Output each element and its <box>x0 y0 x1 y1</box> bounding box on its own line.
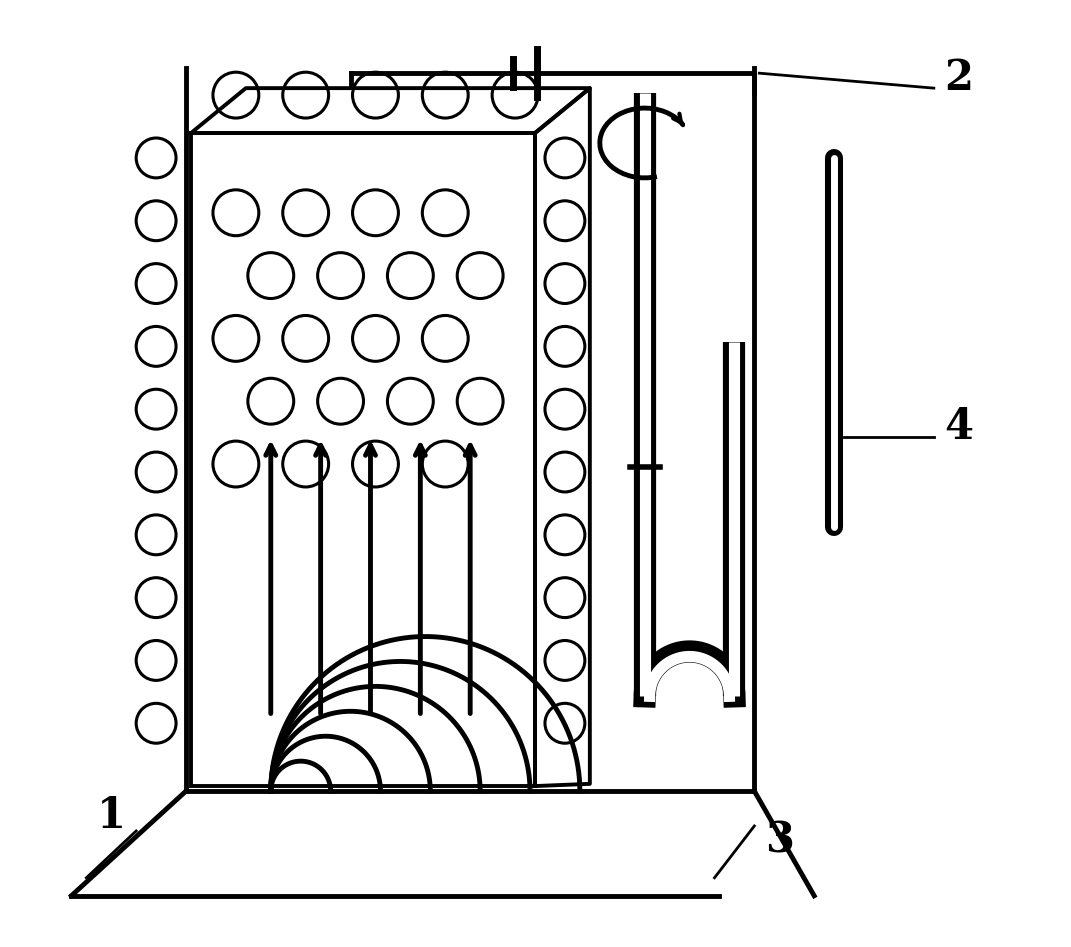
Circle shape <box>247 253 293 298</box>
Circle shape <box>545 138 585 178</box>
Text: 3: 3 <box>765 820 794 862</box>
Circle shape <box>283 189 329 236</box>
Bar <box>191 133 536 786</box>
Circle shape <box>136 327 176 366</box>
Circle shape <box>136 201 176 241</box>
Circle shape <box>388 253 434 298</box>
Text: 1: 1 <box>96 795 125 837</box>
Circle shape <box>283 441 329 487</box>
Circle shape <box>422 315 468 362</box>
Circle shape <box>136 263 176 303</box>
Circle shape <box>545 704 585 743</box>
Circle shape <box>422 441 468 487</box>
Circle shape <box>213 72 259 118</box>
Circle shape <box>136 138 176 178</box>
Circle shape <box>318 253 363 298</box>
Circle shape <box>136 704 176 743</box>
Circle shape <box>352 315 398 362</box>
Circle shape <box>545 452 585 491</box>
Circle shape <box>457 378 503 424</box>
Circle shape <box>545 263 585 303</box>
Circle shape <box>318 378 363 424</box>
Circle shape <box>422 189 468 236</box>
Circle shape <box>388 378 434 424</box>
Text: 2: 2 <box>945 57 974 99</box>
Circle shape <box>422 72 468 118</box>
Circle shape <box>136 452 176 491</box>
Circle shape <box>493 72 538 118</box>
Circle shape <box>136 515 176 555</box>
Circle shape <box>213 189 259 236</box>
Circle shape <box>425 724 465 764</box>
Circle shape <box>213 315 259 362</box>
Circle shape <box>457 253 503 298</box>
Circle shape <box>216 724 256 764</box>
Circle shape <box>352 189 398 236</box>
Circle shape <box>136 640 176 680</box>
Text: 4: 4 <box>945 406 974 448</box>
Circle shape <box>136 578 176 617</box>
Circle shape <box>136 389 176 429</box>
Circle shape <box>545 515 585 555</box>
Circle shape <box>213 441 259 487</box>
Circle shape <box>283 72 329 118</box>
Circle shape <box>352 441 398 487</box>
Circle shape <box>247 378 293 424</box>
Circle shape <box>356 724 395 764</box>
Circle shape <box>352 72 398 118</box>
Circle shape <box>545 640 585 680</box>
Circle shape <box>283 315 329 362</box>
Circle shape <box>545 578 585 617</box>
Circle shape <box>545 389 585 429</box>
Circle shape <box>286 724 326 764</box>
Circle shape <box>545 201 585 241</box>
Circle shape <box>545 327 585 366</box>
